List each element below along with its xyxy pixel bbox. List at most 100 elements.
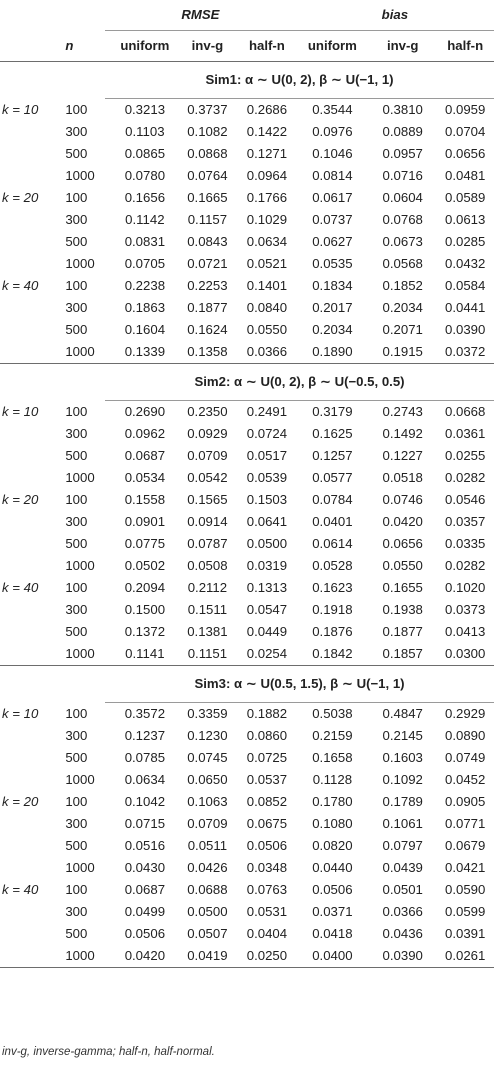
cell-bias-uniform: 0.0820 [312, 838, 353, 853]
group-header-bias: bias [381, 7, 409, 22]
n-value: 500 [65, 234, 88, 249]
table-row: 500 0.0785 0.0745 0.0725 0.1658 0.1603 0.0749 [0, 747, 494, 769]
k-label: k = 40 [2, 882, 39, 897]
cell-rmse-half-n: 0.0250 [238, 945, 296, 968]
cell-bias-half-n: 0.0300 [436, 643, 494, 666]
table-row: k = 20 100 0.1042 0.1063 0.0852 0.1780 0.1789 0… [0, 791, 494, 813]
table-row: 500 0.0775 0.0787 0.0500 0.0614 0.0656 0.0335 [0, 533, 494, 555]
cell-bias-uniform: 0.1658 [312, 750, 353, 765]
cell-rmse-uniform: 0.1103 [125, 124, 165, 139]
table-row: k = 40 100 0.2238 0.2253 0.1401 0.1834 0.1852 0… [0, 275, 494, 297]
cell-bias-uniform: 0.0371 [312, 904, 353, 919]
cell-rmse-uniform: 0.1339 [105, 341, 177, 364]
cell-bias-half-n: 0.0261 [436, 945, 494, 968]
cell-bias-half-n: 0.0679 [445, 838, 486, 853]
table-row: 300 0.1237 0.1230 0.0860 0.2159 0.2145 0.0890 [0, 725, 494, 747]
section-title-row: Sim3: α ∼ U(0.5, 1.5), β ∼ U(−1, 1) [0, 665, 494, 703]
cell-bias-inv-g: 0.4847 [382, 706, 423, 721]
section-title: Sim1: α ∼ U(0, 2), β ∼ U(−1, 1) [105, 61, 494, 99]
n-value: 100 [65, 403, 88, 419]
cell-bias-uniform: 0.0784 [312, 492, 353, 507]
cell-bias-inv-g: 0.0716 [382, 168, 423, 183]
cell-rmse-inv-g: 0.1511 [187, 602, 228, 617]
cell-bias-inv-g: 0.0550 [382, 558, 423, 573]
cell-bias-half-n: 0.0282 [445, 558, 486, 573]
cell-bias-uniform: 0.0440 [312, 860, 353, 875]
cell-rmse-inv-g: 0.0709 [187, 448, 228, 463]
cell-rmse-uniform: 0.0715 [124, 816, 166, 831]
cell-rmse-inv-g: 0.0914 [187, 514, 228, 529]
cell-rmse-inv-g: 0.0688 [187, 882, 228, 897]
cell-rmse-half-n: 0.0537 [246, 772, 288, 787]
cell-bias-inv-g: 0.1789 [382, 794, 423, 809]
k-label: k = 20 [2, 492, 39, 507]
cell-rmse-half-n: 0.0725 [246, 750, 288, 765]
cell-bias-inv-g: 0.1492 [382, 426, 423, 441]
cell-bias-half-n: 0.0390 [445, 322, 486, 337]
n-value: 1000 [65, 341, 106, 364]
section-title-row: Sim2: α ∼ U(0, 2), β ∼ U(−0.5, 0.5) [0, 363, 494, 401]
cell-rmse-half-n: 0.0517 [246, 448, 288, 463]
cell-bias-inv-g: 0.2071 [382, 322, 423, 337]
cell-rmse-inv-g: 0.0721 [187, 256, 228, 271]
cell-rmse-uniform: 0.0962 [124, 426, 166, 441]
column-header-bias-uniform: uniform [295, 30, 370, 62]
cell-rmse-uniform: 0.2238 [124, 278, 166, 293]
cell-rmse-inv-g: 0.0507 [187, 926, 228, 941]
cell-rmse-half-n: 0.2491 [246, 404, 288, 419]
n-value: 1000 [65, 643, 106, 666]
cell-bias-inv-g: 0.1655 [382, 580, 423, 595]
cell-rmse-inv-g: 0.0868 [187, 146, 228, 161]
cell-rmse-half-n: 0.0506 [246, 838, 288, 853]
cell-bias-half-n: 0.0285 [445, 234, 486, 249]
n-value: 500 [65, 624, 88, 639]
cell-rmse-half-n: 0.0852 [246, 794, 288, 809]
cell-bias-inv-g: 0.1852 [382, 278, 423, 293]
table-row: 1000 0.0634 0.0650 0.0537 0.1128 0.1092 0.0452 [0, 769, 494, 791]
n-value: 100 [65, 794, 88, 809]
cell-rmse-inv-g: 0.1358 [176, 341, 239, 364]
section-title: Sim3: α ∼ U(0.5, 1.5), β ∼ U(−1, 1) [105, 665, 494, 703]
cell-rmse-uniform: 0.1372 [124, 624, 166, 639]
cell-rmse-half-n: 0.0500 [246, 536, 288, 551]
cell-rmse-inv-g: 0.0500 [187, 904, 228, 919]
n-value: 100 [65, 492, 88, 507]
n-value: 1000 [65, 860, 95, 875]
k-label: k = 20 [2, 190, 39, 205]
table-row: 500 0.0516 0.0511 0.0506 0.0820 0.0797 0.0679 [0, 835, 494, 857]
cell-rmse-half-n: 0.1422 [246, 124, 288, 139]
k-label: k = 40 [2, 278, 39, 293]
cell-bias-half-n: 0.0589 [445, 190, 486, 205]
cell-bias-inv-g: 0.0656 [382, 536, 423, 551]
cell-rmse-half-n: 0.0531 [246, 904, 288, 919]
cell-bias-half-n: 0.2929 [445, 706, 486, 721]
cell-rmse-inv-g: 0.0511 [187, 838, 228, 853]
table-row: k = 20 100 0.1656 0.1665 0.1766 0.0617 0.0604 0… [0, 187, 494, 209]
cell-rmse-uniform: 0.1237 [124, 728, 166, 743]
table-row: 1000 0.0430 0.0426 0.0348 0.0440 0.0439 0.0421 [0, 857, 494, 879]
cell-bias-uniform: 0.1890 [295, 341, 370, 364]
cell-rmse-uniform: 0.0516 [124, 838, 166, 853]
column-header-row: n uniform inv-g half-n uniform inv-g hal… [0, 30, 494, 62]
section-title: Sim2: α ∼ U(0, 2), β ∼ U(−0.5, 0.5) [105, 363, 494, 401]
cell-bias-half-n: 0.0590 [445, 882, 486, 897]
cell-bias-uniform: 0.0528 [312, 558, 353, 573]
cell-bias-inv-g: 0.0604 [382, 190, 423, 205]
table-row: 300 0.1142 0.1157 0.1029 0.0737 0.0768 0.0613 [0, 209, 494, 231]
cell-bias-half-n: 0.0546 [445, 492, 486, 507]
cell-bias-uniform: 0.0814 [312, 168, 353, 183]
cell-bias-half-n: 0.0704 [445, 124, 486, 139]
cell-rmse-inv-g: 0.1877 [187, 300, 228, 315]
table-row: 300 0.1863 0.1877 0.0840 0.2017 0.2034 0.0441 [0, 297, 494, 319]
cell-rmse-half-n: 0.1503 [246, 492, 288, 507]
k-label: k = 10 [2, 101, 39, 117]
cell-rmse-uniform: 0.1558 [124, 492, 166, 507]
cell-rmse-inv-g: 0.0508 [187, 558, 228, 573]
table-row: 300 0.1500 0.1511 0.0547 0.1918 0.1938 0.0373 [0, 599, 494, 621]
cell-rmse-half-n: 0.1882 [246, 706, 288, 721]
cell-rmse-uniform: 0.0534 [124, 470, 166, 485]
cell-bias-inv-g: 0.0436 [382, 926, 423, 941]
cell-rmse-inv-g: 0.0426 [187, 860, 228, 875]
cell-bias-inv-g: 0.0501 [382, 882, 423, 897]
